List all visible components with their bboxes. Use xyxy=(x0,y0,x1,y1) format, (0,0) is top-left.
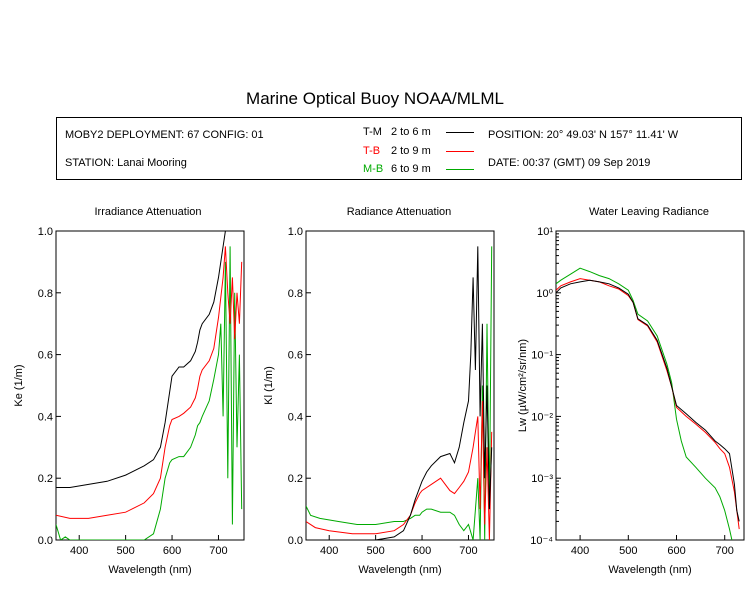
legend-depths-tm: 2 to 6 m xyxy=(391,126,431,138)
series-line-t-b xyxy=(556,278,740,530)
y-tick-label: 10⁰ xyxy=(536,288,553,300)
info-box: MOBY2 DEPLOYMENT: 67 CONFIG: 01 STATION:… xyxy=(56,117,742,180)
x-tick-label: 500 xyxy=(619,545,637,557)
legend-line-tb xyxy=(446,151,474,152)
y-tick-label: 10⁻¹ xyxy=(531,350,553,362)
x-tick-label: 500 xyxy=(366,545,384,557)
x-tick-label: 700 xyxy=(459,545,477,557)
chart-title-radiance: Radiance Attenuation xyxy=(346,206,452,218)
series-line-t-m xyxy=(56,231,242,488)
legend-depths-tb: 2 to 9 m xyxy=(391,145,431,157)
legend-code-tm: T-M xyxy=(363,126,382,138)
y-tick-label: 0.2 xyxy=(288,473,303,485)
x-tick-label: 700 xyxy=(716,545,734,557)
chart-title-water-leaving: Water Leaving Radiance xyxy=(588,206,710,218)
y-tick-label: 10⁻³ xyxy=(531,473,553,485)
y-axis-label: Ke (1/m) xyxy=(13,364,25,406)
series-line-m-b xyxy=(56,246,243,540)
legend-line-mb xyxy=(446,169,474,170)
y-tick-label: 0.0 xyxy=(38,535,53,547)
x-axis-label: Wavelength (nm) xyxy=(108,564,191,576)
legend-depths-mb: 6 to 9 m xyxy=(391,163,431,175)
date-label: DATE: 00:37 (GMT) 09 Sep 2019 xyxy=(488,157,651,169)
y-tick-label: 0.0 xyxy=(288,535,303,547)
series-line-m-b xyxy=(306,246,493,540)
legend-code-tb: T-B xyxy=(363,145,381,157)
x-tick-label: 700 xyxy=(209,545,227,557)
y-tick-label: 10⁻² xyxy=(531,411,553,423)
y-tick-label: 0.8 xyxy=(38,288,53,300)
y-tick-label: 0.4 xyxy=(288,411,303,423)
series-line-t-b xyxy=(306,400,493,540)
legend-code-mb: M-B xyxy=(363,163,384,175)
page-title: Marine Optical Buoy NOAA/MLML xyxy=(246,89,504,108)
plot-frame-0 xyxy=(55,230,245,541)
chart-title-irradiance: Irradiance Attenuation xyxy=(94,206,202,218)
y-tick-label: 10⁻⁴ xyxy=(530,535,553,547)
plot-frame-1 xyxy=(305,230,495,541)
y-tick-label: 0.6 xyxy=(38,350,53,362)
series-line-t-m xyxy=(556,279,740,522)
x-tick-label: 400 xyxy=(70,545,88,557)
y-tick-label: 0.6 xyxy=(288,350,303,362)
series-line-m-b xyxy=(556,267,733,540)
y-tick-label: 0.4 xyxy=(38,411,53,423)
y-tick-label: 0.8 xyxy=(288,288,303,300)
x-tick-label: 600 xyxy=(667,545,685,557)
x-tick-label: 400 xyxy=(320,545,338,557)
y-tick-label: 1.0 xyxy=(288,226,303,238)
plot-frame-2 xyxy=(555,230,745,541)
x-axis-label: Wavelength (nm) xyxy=(358,564,441,576)
y-tick-label: 10¹ xyxy=(537,226,553,238)
y-tick-label: 1.0 xyxy=(38,226,53,238)
x-tick-label: 600 xyxy=(413,545,431,557)
series-line-t-b xyxy=(56,246,243,519)
deployment-label: MOBY2 DEPLOYMENT: 67 CONFIG: 01 xyxy=(65,129,264,141)
y-tick-label: 0.2 xyxy=(38,473,53,485)
x-tick-label: 400 xyxy=(571,545,589,557)
y-axis-label: Lw (µW/cm²/sr/nm) xyxy=(517,339,529,432)
series-line-t-m xyxy=(306,246,493,540)
x-tick-label: 600 xyxy=(163,545,181,557)
station-label: STATION: Lanai Mooring xyxy=(65,157,187,169)
x-tick-label: 500 xyxy=(116,545,134,557)
y-axis-label: Kl (1/m) xyxy=(263,366,275,405)
x-axis-label: Wavelength (nm) xyxy=(608,564,691,576)
legend-line-tm xyxy=(446,132,474,133)
position-label: POSITION: 20° 49.03' N 157° 11.41' W xyxy=(488,129,679,141)
